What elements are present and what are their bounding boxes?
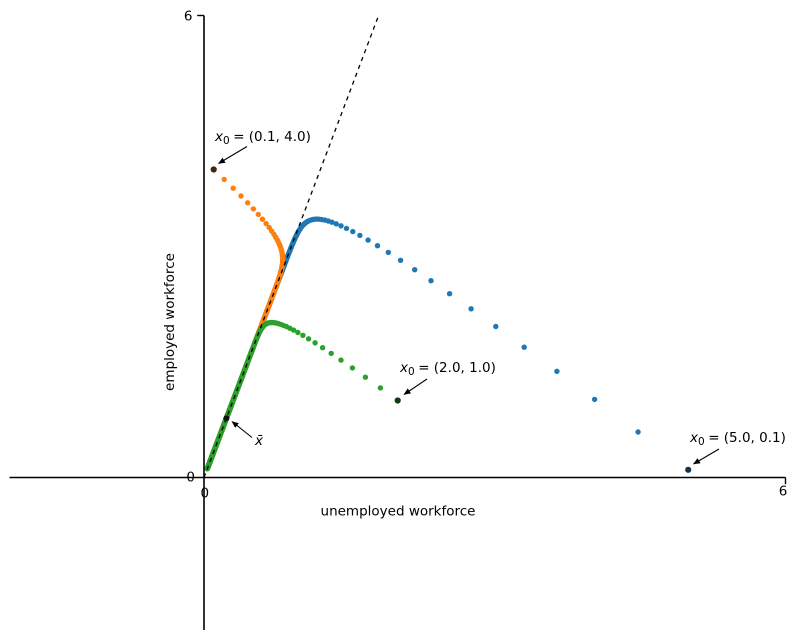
annotation-x0-(0.1,4.0): x0 = (0.1, 4.0) bbox=[214, 129, 311, 147]
balanced-path-dashed-ray bbox=[203, 15, 380, 478]
axes-and-annotations-layer: 6 0 0 6 unemployed workforce employed wo… bbox=[9, 9, 788, 630]
arrow-to-x0-(2.0,1.0) bbox=[403, 378, 428, 395]
x0-marker-(0.1,4.0) bbox=[210, 166, 217, 173]
x-tick-label-6: 6 bbox=[779, 484, 788, 500]
y-tick-label-6: 6 bbox=[184, 9, 193, 25]
annotation-x0-(5.0,0.1): x0 = (5.0, 0.1) bbox=[689, 430, 786, 448]
arrow-to-x0-(5.0,0.1) bbox=[693, 448, 720, 465]
annotation-x0-(2.0,1.0): x0 = (2.0, 1.0) bbox=[399, 360, 496, 378]
y-tick-label-0: 0 bbox=[186, 470, 195, 486]
annotation-xbar: x̄ bbox=[254, 433, 264, 449]
x-tick-label-0: 0 bbox=[201, 486, 210, 502]
arrow-to-xbar bbox=[231, 421, 253, 438]
xbar-steady-state-marker bbox=[223, 415, 230, 422]
trajectory-from-(0.1,4.0) bbox=[205, 166, 286, 469]
trajectory-from-(2.0,1.0) bbox=[204, 319, 401, 472]
y-axis-label: employed workforce bbox=[162, 253, 178, 391]
trajectory-from-(5.0,0.1) bbox=[206, 216, 691, 473]
x0-marker-(5.0,0.1) bbox=[685, 466, 692, 473]
x-axis-label: unemployed workforce bbox=[321, 504, 476, 520]
x0-marker-(2.0,1.0) bbox=[394, 397, 401, 404]
arrow-to-x0-(0.1,4.0) bbox=[218, 146, 248, 164]
trajectories-layer bbox=[204, 166, 691, 473]
